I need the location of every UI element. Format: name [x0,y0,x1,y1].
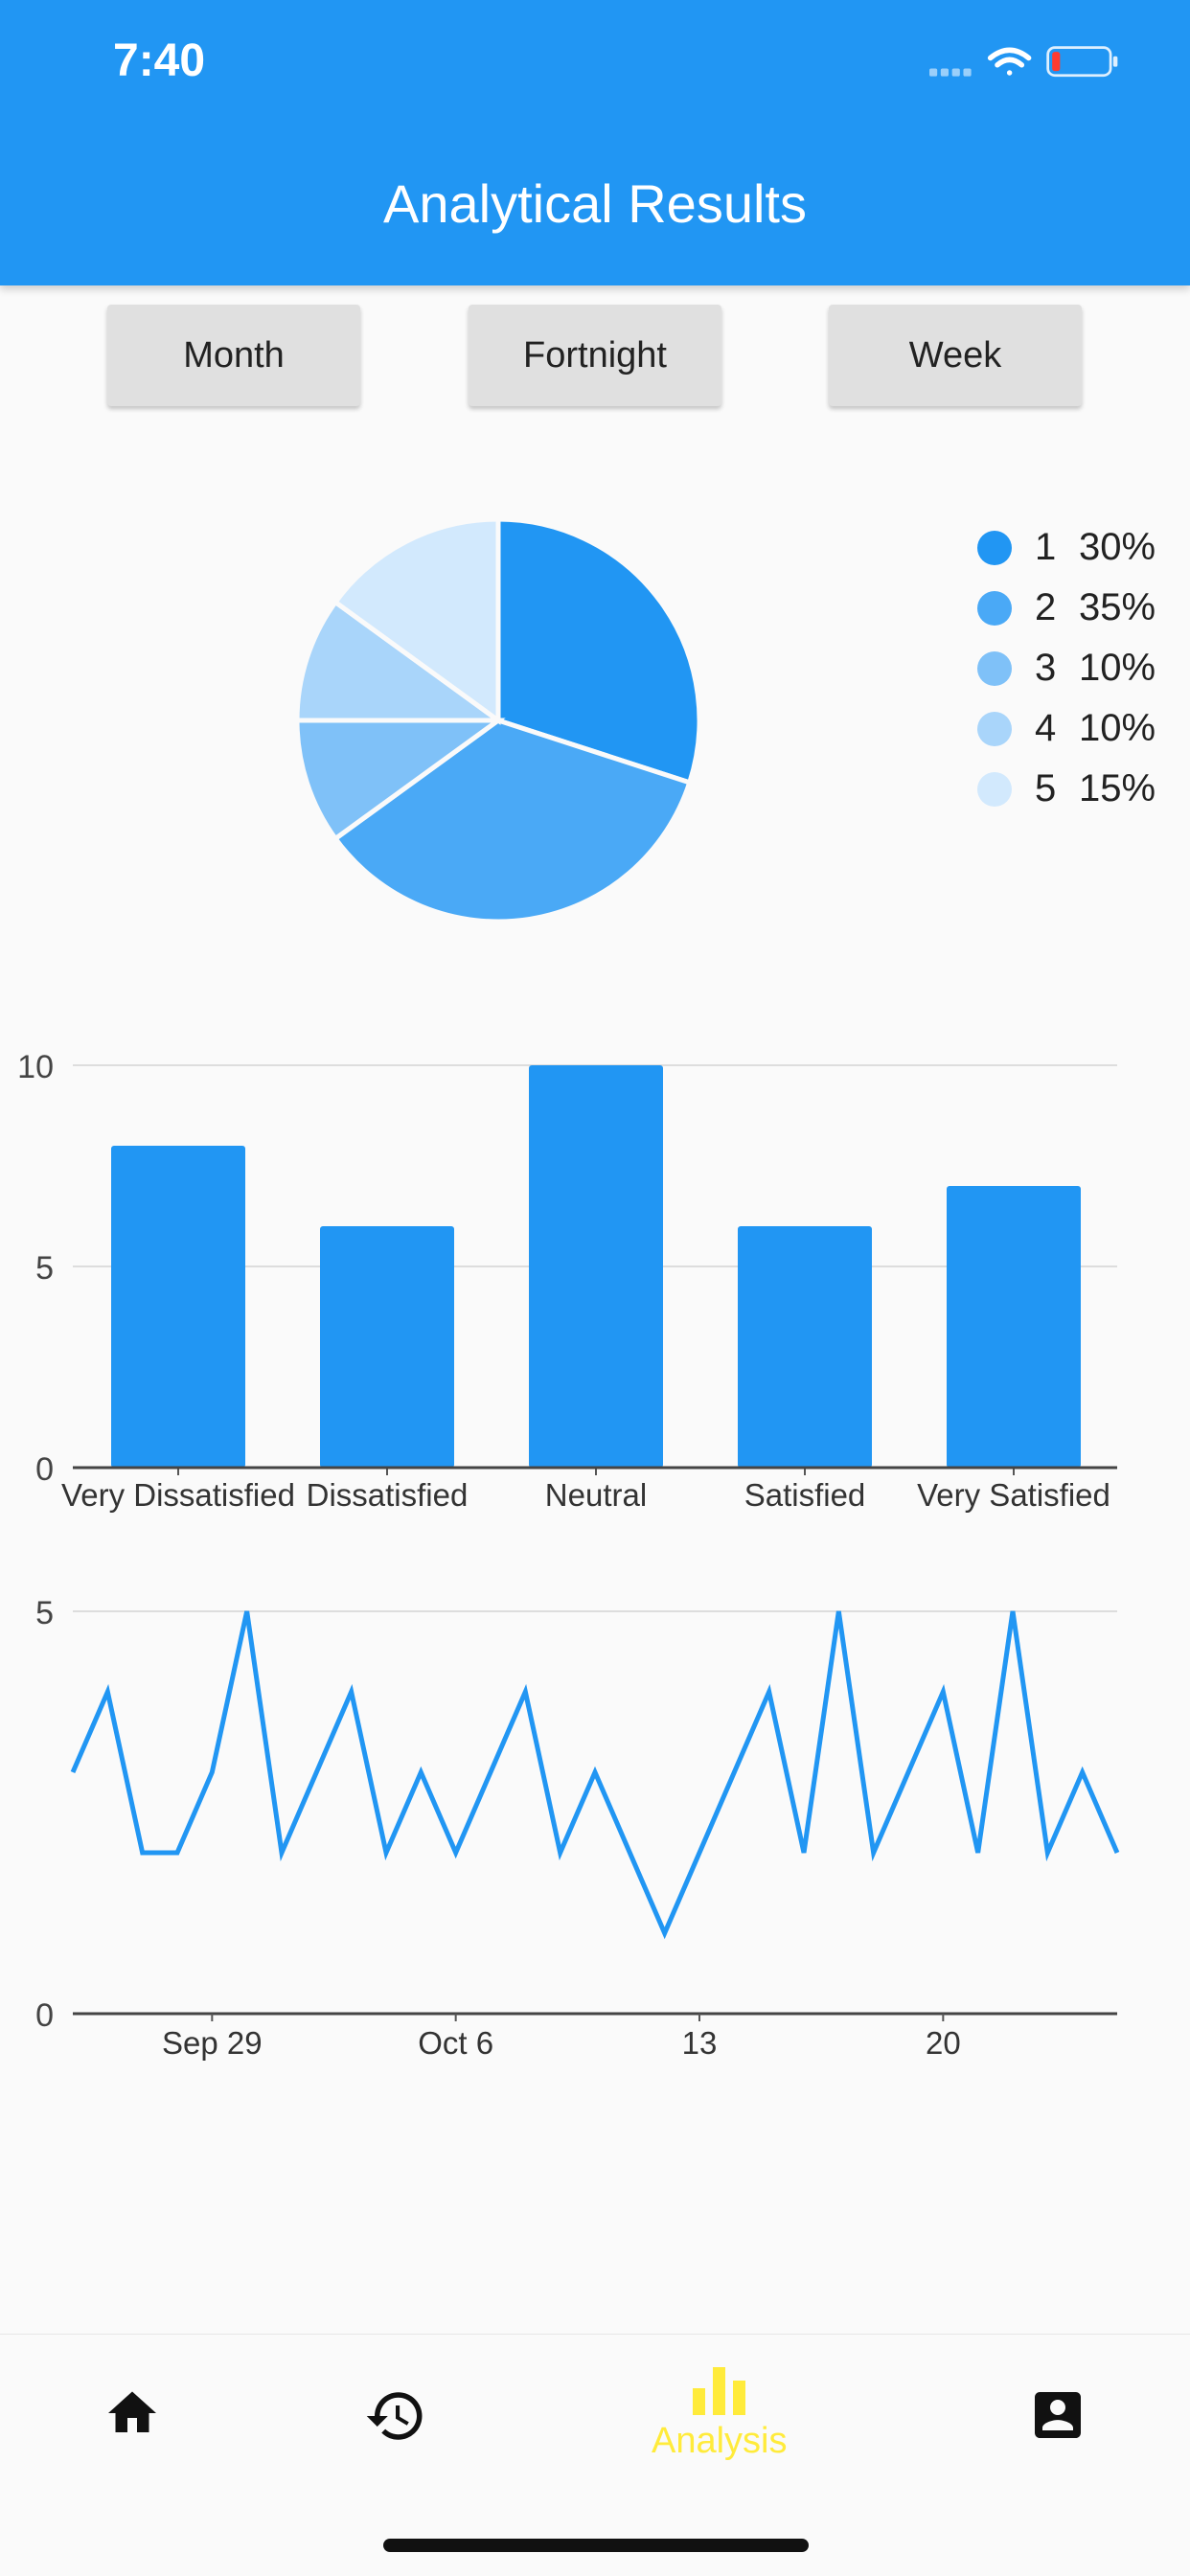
y-tick-label: 5 [35,1250,54,1287]
y-tick-label: 0 [35,1451,54,1488]
y-tick-label: 0 [35,1997,54,2034]
x-tick-label: Sep 29 [162,2025,263,2061]
bar [738,1226,872,1468]
nav-analysis-label: Analysis [652,2421,788,2462]
y-tick-label: 10 [17,1049,54,1085]
bar [529,1065,663,1468]
wifi-icon [991,50,1029,75]
nav-profile[interactable] [1027,2384,1088,2446]
legend-swatch [977,531,1012,565]
legend-swatch [977,712,1012,746]
bar [947,1186,1081,1468]
legend-swatch [977,591,1012,626]
legend-label: 4 [1035,707,1079,750]
legend-percent: 15% [1079,767,1156,810]
legend-item: 3 10% [977,638,1156,698]
bar-chart: 0 5 10 Very Dissatisfied Dissatisfied Neutral… [0,1035,1190,1533]
x-tick-label: Dissatisfied [307,1477,469,1513]
battery-low-icon [1048,48,1118,76]
legend-swatch [977,772,1012,807]
line-chart: 0 5 Sep 29 Oct 6 13 20 [0,1571,1190,2069]
legend-label: 5 [1035,767,1079,810]
legend-label: 2 [1035,586,1079,629]
nav-analysis[interactable]: Analysis [652,2363,788,2462]
legend-percent: 30% [1079,526,1156,569]
legend-label: 3 [1035,647,1079,690]
legend-percent: 10% [1079,707,1156,750]
pie-legend: 1 30% 2 35% 3 10% 4 10% 5 15% [977,517,1156,819]
x-tick-label: Very Satisfied [917,1477,1110,1513]
signal-dots-icon [929,68,972,76]
home-indicator [383,2539,809,2552]
home-icon [103,2384,161,2442]
legend-label: 1 [1035,526,1079,569]
legend-item: 1 30% [977,517,1156,578]
legend-percent: 10% [1079,647,1156,690]
x-tick-label: Satisfied [744,1477,866,1513]
x-tick-label: 13 [682,2025,718,2061]
week-button[interactable]: Week [829,305,1082,406]
nav-home[interactable] [103,2384,161,2442]
fortnight-button[interactable]: Fortnight [469,305,721,406]
x-tick-label: Oct 6 [418,2025,493,2061]
bar-chart-icon [691,2363,748,2417]
x-tick-label: Neutral [545,1477,647,1513]
bar [111,1146,245,1468]
legend-percent: 35% [1079,586,1156,629]
app-bar: 7:40 Analytical Results [0,0,1190,285]
x-tick-label: 20 [926,2025,961,2061]
legend-item: 2 35% [977,578,1156,638]
pie-chart [287,510,709,931]
status-time: 7:40 [113,34,205,87]
bar [320,1226,454,1468]
legend-swatch [977,651,1012,686]
nav-history[interactable] [364,2384,427,2448]
legend-item: 4 10% [977,698,1156,759]
y-tick-label: 5 [35,1595,54,1631]
x-tick-label: Very Dissatisfied [61,1477,295,1513]
status-icons [920,44,1131,82]
page-title: Analytical Results [0,172,1190,235]
history-icon [364,2384,427,2448]
month-button[interactable]: Month [107,305,360,406]
legend-item: 5 15% [977,759,1156,819]
account-box-icon [1027,2384,1088,2446]
